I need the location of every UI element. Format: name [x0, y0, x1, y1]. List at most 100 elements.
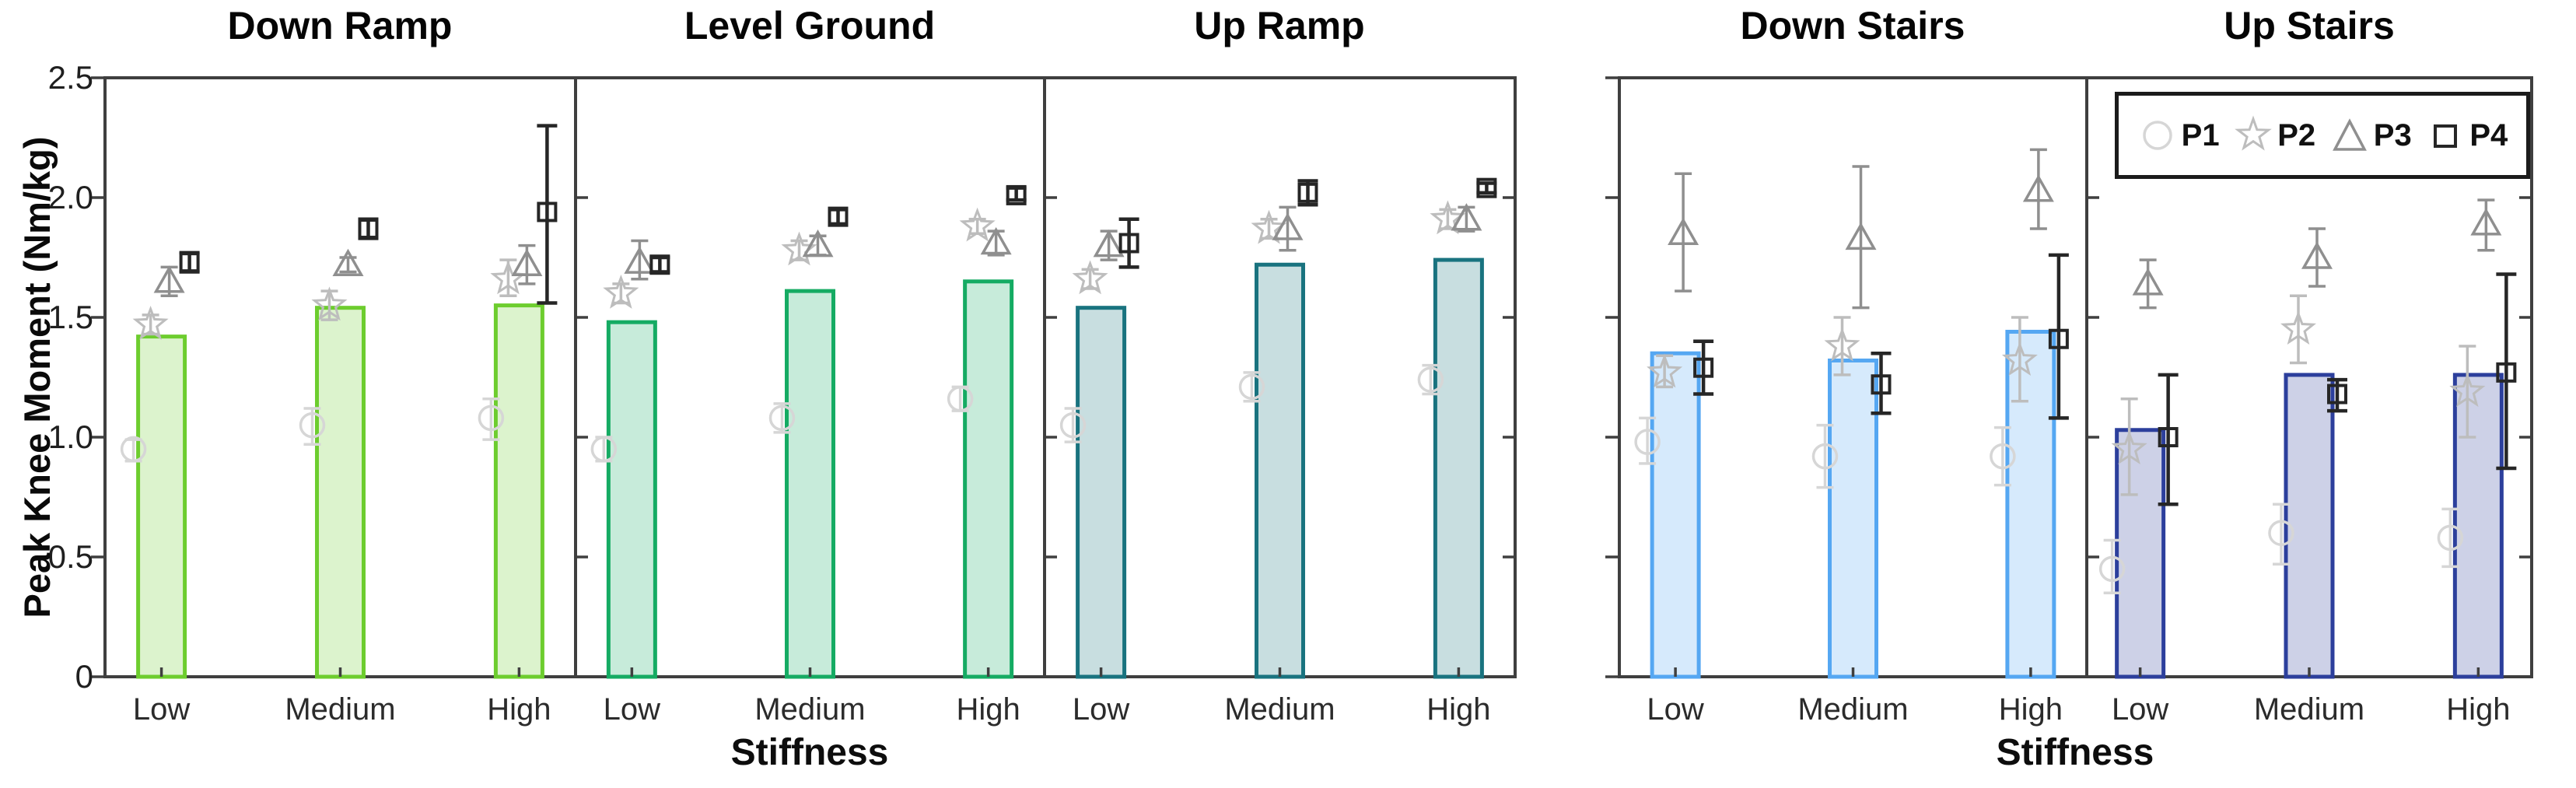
y-tick-label-1-0: 1.0 — [47, 419, 93, 455]
panel-title-down-ramp: Down Ramp — [227, 4, 453, 47]
marker-p4-up-ramp-low — [1118, 233, 1139, 254]
marker-p4-up-stairs-low — [2158, 427, 2179, 447]
legend-item-p3: P3 — [2329, 115, 2412, 156]
x-axis-label-left-group: Stiffness — [730, 732, 889, 773]
marker-p4-up-stairs-medium — [2327, 383, 2347, 405]
marker-p4-down-stairs-high — [2048, 328, 2069, 349]
marker-p2-down-stairs-low — [1647, 353, 1683, 388]
marker-p2-down-ramp-medium — [311, 286, 348, 321]
y-tick-label-2-5: 2.5 — [47, 59, 93, 96]
errorbar-p4-down-stairs-low — [1693, 339, 1714, 396]
marker-p2-level-ground-high — [959, 207, 996, 242]
bar-level-ground-low — [606, 320, 657, 679]
errorbar-p2-down-stairs-high — [2011, 316, 2028, 403]
plot-frame-1 — [1618, 76, 2533, 678]
marker-p2-down-ramp-low — [132, 305, 169, 340]
legend-label-p4: P4 — [2469, 117, 2508, 152]
marker-p4-up-stairs-high — [2496, 362, 2517, 383]
marker-p2-up-stairs-low — [2111, 430, 2147, 465]
errorbar-p1-down-stairs-low — [1639, 416, 1657, 465]
bar-down-ramp-high — [493, 303, 544, 679]
marker-p3-down-ramp-medium — [332, 248, 364, 276]
marker-p1-up-ramp-medium — [1238, 373, 1265, 401]
marker-p1-down-stairs-high — [1990, 443, 2016, 470]
x-tick-label-up-stairs-medium: Medium — [2254, 692, 2364, 727]
errorbar-p4-down-ramp-high — [537, 124, 558, 305]
panel-title-level-ground: Level Ground — [684, 4, 936, 47]
marker-p4-down-ramp-high — [537, 201, 558, 222]
errorbar-p2-down-stairs-medium — [1833, 316, 1851, 376]
legend: P1 P2 P3 P4 — [2115, 92, 2530, 179]
marker-p3-down-stairs-low — [1668, 217, 1699, 245]
bar-down-ramp-low — [136, 334, 187, 679]
marker-p2-level-ground-low — [603, 274, 639, 309]
marker-p3-up-stairs-high — [2470, 208, 2502, 236]
square-icon — [2434, 124, 2458, 148]
errorbar-p1-up-ramp-high — [1422, 363, 1440, 396]
marker-p3-level-ground-low — [624, 246, 656, 274]
marker-p4-level-ground-low — [649, 254, 670, 275]
x-tick-label-up-ramp-low: Low — [1073, 692, 1129, 727]
legend-item-p1: P1 — [2137, 115, 2220, 156]
bar-down-ramp-medium — [315, 306, 366, 679]
errorbar-p3-down-stairs-high — [2029, 148, 2047, 230]
bar-up-ramp-low — [1076, 306, 1127, 679]
marker-p1-up-ramp-high — [1417, 366, 1444, 393]
errorbar-p1-up-ramp-medium — [1243, 371, 1261, 403]
marker-p3-up-stairs-medium — [2301, 241, 2333, 269]
x-tick-label-up-ramp-high: High — [1426, 692, 1490, 727]
bar-down-stairs-low — [1650, 351, 1701, 679]
marker-p2-up-ramp-low — [1072, 260, 1108, 295]
circle-icon — [2142, 121, 2172, 150]
bar-up-stairs-medium — [2284, 373, 2335, 679]
y-tick-label-0-5: 0.5 — [47, 538, 93, 575]
marker-p4-level-ground-high — [1006, 184, 1027, 205]
marker-p4-down-stairs-low — [1693, 357, 1714, 378]
errorbar-p4-up-ramp-low — [1118, 217, 1139, 269]
marker-p4-down-ramp-low — [179, 252, 200, 273]
triangle-icon — [2332, 118, 2367, 151]
errorbar-p3-down-stairs-medium — [1852, 165, 1870, 310]
star-icon — [2235, 115, 2272, 151]
errorbar-p1-up-stairs-high — [2441, 507, 2459, 569]
errorbar-p3-down-stairs-low — [1675, 172, 1692, 292]
x-tick-label-level-ground-medium: Medium — [754, 692, 865, 727]
x-tick-label-down-ramp-low: Low — [133, 692, 190, 727]
x-tick-label-down-stairs-medium: Medium — [1797, 692, 1908, 727]
bar-level-ground-medium — [785, 289, 835, 679]
errorbar-p2-up-stairs-high — [2459, 345, 2476, 439]
errorbar-p4-up-stairs-low — [2158, 373, 2179, 506]
x-tick-label-up-stairs-high: High — [2446, 692, 2510, 727]
panel-title-down-stairs: Down Stairs — [1740, 4, 1965, 47]
marker-p1-level-ground-low — [590, 436, 618, 463]
legend-label-p2: P2 — [2277, 117, 2316, 152]
bar-up-stairs-low — [2115, 428, 2166, 679]
x-tick-label-down-stairs-low: Low — [1647, 692, 1703, 727]
marker-p2-up-ramp-high — [1430, 200, 1466, 235]
panel-title-up-stairs: Up Stairs — [2224, 4, 2395, 47]
marker-p1-down-stairs-low — [1634, 429, 1661, 455]
marker-p1-down-ramp-low — [120, 436, 147, 463]
x-tick-label-level-ground-high: High — [957, 692, 1020, 727]
marker-p4-up-ramp-high — [1476, 177, 1497, 198]
errorbar-p2-up-stairs-medium — [2290, 294, 2307, 365]
errorbar-p1-up-stairs-medium — [2273, 503, 2290, 566]
y-tick-label-0: 0 — [75, 658, 93, 695]
y-tick-label-2-0: 2.0 — [47, 179, 93, 215]
marker-p3-up-ramp-medium — [1272, 212, 1304, 240]
panel-title-up-ramp: Up Ramp — [1194, 4, 1365, 47]
marker-p1-up-ramp-low — [1059, 412, 1087, 439]
legend-item-p2: P2 — [2233, 115, 2315, 156]
errorbar-p4-down-stairs-medium — [1871, 351, 1892, 415]
bar-down-stairs-high — [2005, 329, 2056, 679]
y-tick-label-1-5: 1.5 — [47, 299, 93, 335]
x-tick-label-level-ground-low: Low — [604, 692, 660, 727]
bar-up-ramp-medium — [1255, 262, 1305, 679]
marker-p2-up-ramp-medium — [1251, 209, 1287, 244]
marker-p2-down-stairs-medium — [1824, 327, 1860, 362]
marker-p2-up-stairs-high — [2449, 373, 2486, 408]
errorbar-p2-up-stairs-low — [2120, 397, 2138, 496]
errorbar-p1-level-ground-medium — [773, 402, 791, 434]
